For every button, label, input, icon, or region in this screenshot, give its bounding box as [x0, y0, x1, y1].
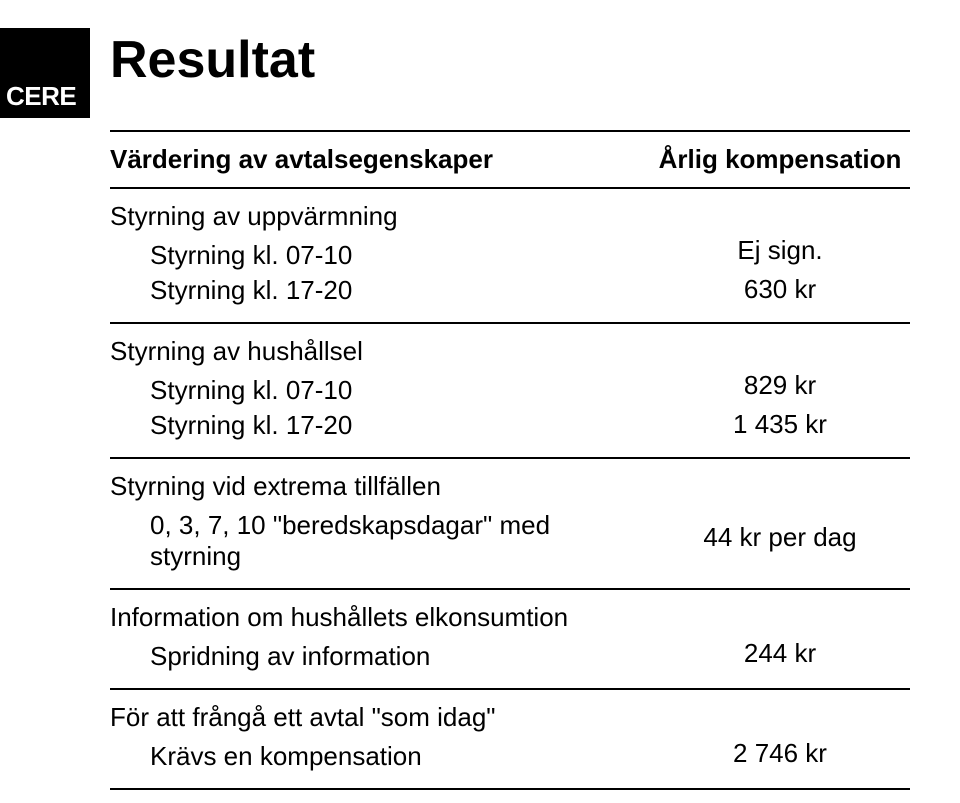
table-section: Information om hushållets elkonsumtion S… [110, 590, 910, 690]
table-section: För att frångå ett avtal "som idag" Kräv… [110, 690, 910, 790]
section-item-value: Ej sign. [737, 235, 822, 266]
page-title: Resultat [110, 30, 960, 90]
section-item-value: 244 kr [744, 638, 816, 669]
section-item-value: 2 746 kr [733, 738, 827, 769]
table-section: Styrning av hushållsel Styrning kl. 07-1… [110, 324, 910, 459]
section-item-label: Styrning kl. 17-20 [150, 410, 626, 441]
table-header-right: Årlig kompensation [638, 132, 910, 187]
section-item-label: Styrning kl. 17-20 [150, 275, 626, 306]
table-header-left: Värdering av avtalsegenskaper [110, 132, 638, 187]
table-header-row: Värdering av avtalsegenskaper Årlig komp… [110, 130, 910, 189]
results-table: Värdering av avtalsegenskaper Årlig komp… [110, 130, 910, 790]
section-item-label: 0, 3, 7, 10 "beredskapsdagar" med styrni… [150, 510, 626, 572]
table-header-right-label: Årlig kompensation [659, 144, 902, 175]
section-title: Information om hushållets elkonsumtion [110, 602, 626, 633]
section-item-value: 829 kr [744, 370, 816, 401]
section-item-label: Styrning kl. 07-10 [150, 240, 626, 271]
section-item-value: 44 kr per dag [703, 522, 856, 553]
section-title: Styrning av uppvärmning [110, 201, 626, 232]
table-section: Styrning vid extrema tillfällen 0, 3, 7,… [110, 459, 910, 590]
section-item-label: Styrning kl. 07-10 [150, 375, 626, 406]
section-item-label: Spridning av information [150, 641, 626, 672]
section-item-value: 1 435 kr [733, 409, 827, 440]
section-title: Styrning av hushållsel [110, 336, 626, 367]
section-item-label: Krävs en kompensation [150, 741, 626, 772]
section-title: För att frångå ett avtal "som idag" [110, 702, 626, 733]
table-section: Styrning av uppvärmning Styrning kl. 07-… [110, 189, 910, 324]
section-item-value: 630 kr [744, 274, 816, 305]
brand-logo: CERE [0, 28, 90, 118]
section-title: Styrning vid extrema tillfällen [110, 471, 626, 502]
